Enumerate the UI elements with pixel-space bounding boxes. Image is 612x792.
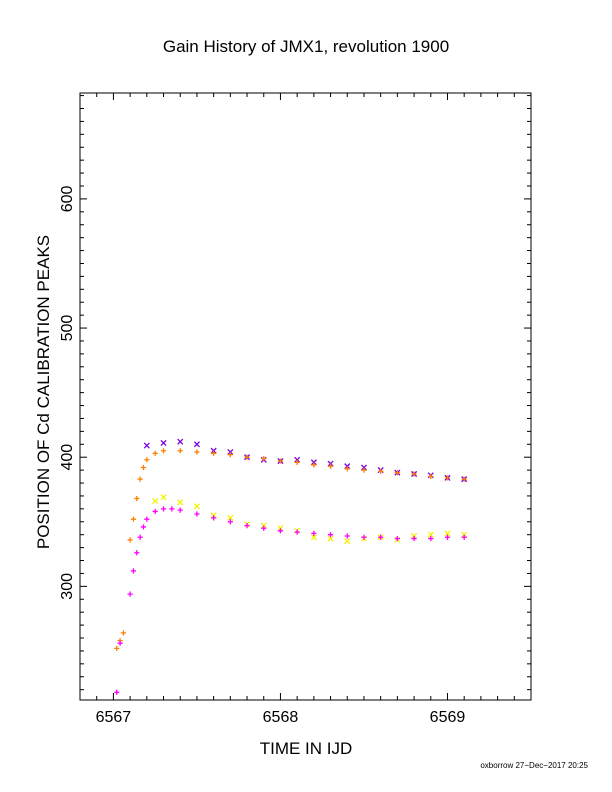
series-2 <box>152 494 468 545</box>
data-point <box>193 441 200 448</box>
data-point <box>427 531 434 538</box>
data-point <box>211 450 217 456</box>
footer-stamp: oxborrow 27−Dec−2017 20:25 <box>480 761 588 770</box>
data-point <box>160 439 167 447</box>
data-point <box>294 459 300 465</box>
data-point <box>193 503 200 510</box>
data-point <box>411 471 417 477</box>
data-point <box>134 495 140 502</box>
x-tick-label: 6568 <box>263 709 299 726</box>
data-point <box>140 524 147 530</box>
data-point <box>144 457 150 463</box>
data-point <box>177 507 183 513</box>
data-point <box>444 530 451 537</box>
data-point <box>114 645 120 651</box>
data-point <box>114 689 120 695</box>
y-axis-label: POSITION OF Cd CALIBRATION PEAKS <box>34 235 53 549</box>
data-point <box>261 525 267 531</box>
plot-border <box>79 92 532 701</box>
data-point <box>394 470 400 476</box>
data-point <box>127 537 133 543</box>
data-point <box>244 523 250 529</box>
data-point <box>177 499 184 506</box>
series-0 <box>143 438 468 483</box>
data-point <box>169 506 175 512</box>
data-point <box>120 630 127 636</box>
data-point <box>152 450 158 456</box>
data-point <box>311 462 317 468</box>
data-point <box>140 464 147 471</box>
data-point <box>160 494 167 501</box>
x-tick-label: 6569 <box>430 709 466 726</box>
data-point <box>227 514 234 521</box>
data-point <box>130 568 137 574</box>
data-point <box>294 529 300 535</box>
data-point <box>310 534 317 541</box>
y-tick-label: 400 <box>59 444 76 471</box>
data-point <box>378 468 384 475</box>
data-point <box>378 534 384 540</box>
data-point <box>361 534 367 540</box>
y-tick-label: 300 <box>59 573 76 600</box>
data-point <box>160 448 167 454</box>
data-point <box>327 532 334 538</box>
data-point <box>211 515 217 521</box>
data-point <box>152 498 159 505</box>
data-point <box>327 463 334 469</box>
data-point <box>428 535 434 542</box>
data-point <box>177 448 183 454</box>
data-point <box>130 516 137 522</box>
series-3 <box>114 506 467 695</box>
data-marks <box>114 438 468 695</box>
data-point <box>411 535 417 542</box>
data-point <box>177 438 184 445</box>
data-point <box>344 466 350 472</box>
tick-labels: 6567 6568 6569 300 400 500 600 <box>59 185 465 726</box>
chart-title: Gain History of JMX1, revolution 1900 <box>163 37 449 56</box>
data-point <box>137 476 143 482</box>
x-axis-label: TIME IN IJD <box>260 739 353 758</box>
data-point <box>127 591 133 597</box>
data-point <box>277 458 284 464</box>
data-point <box>117 640 123 646</box>
data-point <box>444 475 451 481</box>
data-point <box>344 533 350 539</box>
data-point <box>244 454 250 460</box>
series-1 <box>114 448 467 651</box>
data-point <box>361 467 367 473</box>
data-point <box>261 455 267 462</box>
data-point <box>152 508 158 515</box>
data-point <box>277 528 284 534</box>
data-point <box>227 519 233 525</box>
data-point <box>137 534 143 540</box>
data-point <box>344 538 351 545</box>
data-point <box>160 506 167 512</box>
data-point <box>394 535 400 542</box>
data-point <box>461 476 467 482</box>
x-tick-label: 6567 <box>96 709 132 726</box>
data-point <box>194 449 200 455</box>
plot-frame <box>79 92 532 701</box>
data-point <box>227 452 233 458</box>
data-point <box>134 550 140 556</box>
data-point <box>444 534 451 540</box>
data-point <box>327 535 334 542</box>
data-point <box>311 530 317 536</box>
data-point <box>143 442 150 449</box>
y-tick-label: 500 <box>59 315 76 342</box>
data-point <box>461 534 467 540</box>
data-point <box>144 516 150 522</box>
data-point <box>428 473 434 480</box>
y-tick-label: 600 <box>59 185 76 212</box>
data-point <box>194 511 200 517</box>
